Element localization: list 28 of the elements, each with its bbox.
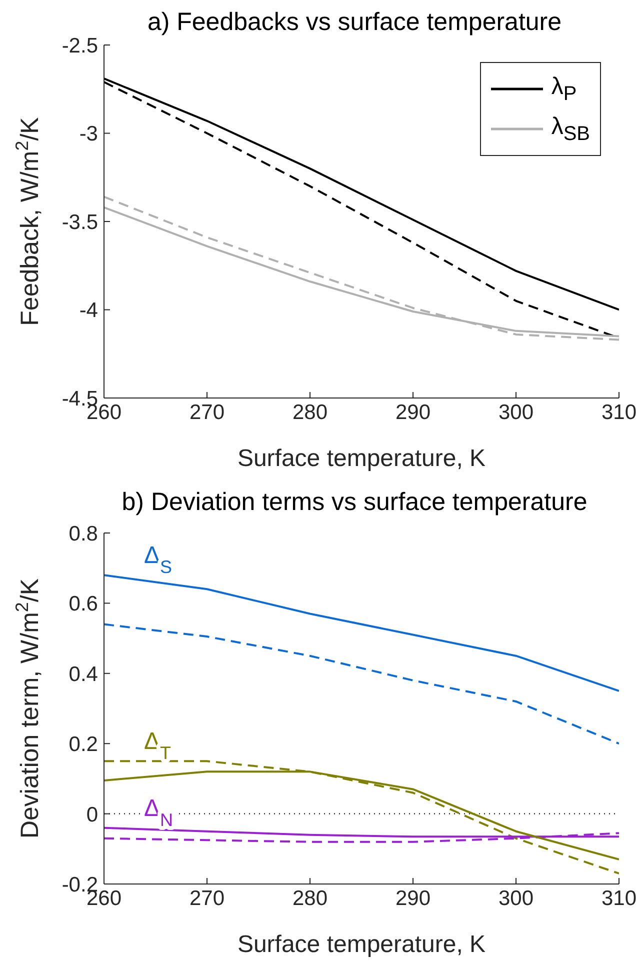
chart-title: b) Deviation terms vs surface temperature (120, 488, 588, 517)
y-tick-label: -3 (79, 122, 98, 146)
x-tick-label: 270 (189, 886, 225, 910)
x-tick-label: 290 (395, 400, 431, 424)
chart-title: a) Feedbacks vs surface temperature (147, 8, 562, 36)
x-tick-label: 310 (601, 400, 637, 424)
x-tick-label: 270 (189, 400, 225, 424)
legend-label: λ$_{SB}$ (551, 112, 590, 144)
y-tick-label: 0.4 (68, 662, 98, 686)
y-tick-label: 0 (86, 803, 98, 826)
x-axis-title: Surface temperature, K (237, 931, 486, 958)
x-tick-label: 280 (292, 886, 328, 910)
x-tick-label: 310 (601, 886, 637, 910)
y-tick-label: -3.5 (62, 210, 98, 234)
x-axis-title: Surface temperature, K (237, 445, 486, 472)
y-tick-label: 0.6 (68, 592, 98, 616)
x-tick-label: 280 (292, 400, 328, 424)
x-tick-label: 300 (498, 400, 534, 424)
line-series (104, 574, 619, 692)
y-tick-label: -4 (79, 299, 98, 322)
series-label: Δ$_{S}$ (144, 542, 172, 578)
y-tick-label: -2.5 (62, 34, 98, 58)
line-series (104, 760, 619, 874)
x-tick-label: 290 (395, 886, 431, 910)
x-tick-label: 300 (498, 886, 534, 910)
y-tick-label: 0.2 (68, 733, 98, 756)
legend-label: λ$_{P}$ (551, 72, 577, 104)
y-tick-label: 0.8 (68, 522, 98, 546)
